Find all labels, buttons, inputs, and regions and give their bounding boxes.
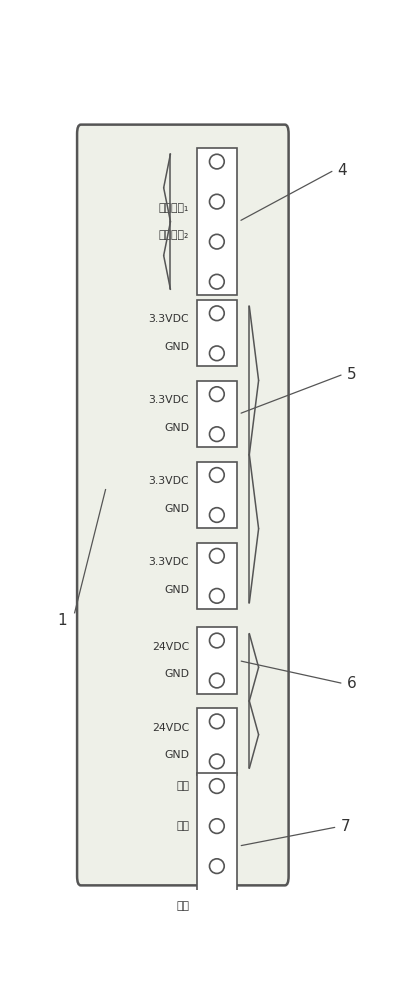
Text: 1: 1 [57, 613, 67, 628]
Ellipse shape [209, 234, 224, 249]
Text: 3.3VDC: 3.3VDC [148, 476, 189, 486]
Ellipse shape [209, 346, 224, 361]
Ellipse shape [209, 427, 224, 441]
Ellipse shape [209, 508, 224, 522]
Text: 零线: 零线 [176, 901, 189, 911]
Ellipse shape [209, 589, 224, 603]
Ellipse shape [209, 387, 224, 401]
Ellipse shape [209, 194, 224, 209]
Ellipse shape [209, 468, 224, 482]
Ellipse shape [209, 714, 224, 729]
Text: 3.3VDC: 3.3VDC [148, 314, 189, 324]
Text: GND: GND [164, 504, 189, 514]
Text: GND: GND [164, 669, 189, 679]
Text: 7: 7 [340, 819, 350, 834]
Text: 电源检测₂: 电源检测₂ [159, 231, 189, 240]
Ellipse shape [209, 899, 224, 913]
Ellipse shape [209, 633, 224, 648]
Text: 3.3VDC: 3.3VDC [148, 395, 189, 405]
Bar [197, 300, 237, 366]
Ellipse shape [209, 549, 224, 563]
Ellipse shape [209, 859, 224, 873]
Bar [197, 773, 237, 919]
Ellipse shape [209, 274, 224, 289]
Ellipse shape [209, 754, 224, 769]
Bar [197, 381, 237, 447]
Bar [197, 148, 237, 295]
Ellipse shape [209, 306, 224, 321]
Ellipse shape [209, 819, 224, 833]
Text: GND: GND [164, 585, 189, 595]
FancyBboxPatch shape [77, 125, 288, 885]
Text: 4: 4 [337, 163, 347, 178]
Text: 6: 6 [346, 676, 356, 691]
Bar [197, 708, 237, 775]
Text: 火线: 火线 [176, 781, 189, 791]
Bar [197, 543, 237, 609]
Text: 3.3VDC: 3.3VDC [148, 557, 189, 567]
Text: GND: GND [164, 423, 189, 433]
Text: 火线: 火线 [176, 821, 189, 831]
Ellipse shape [209, 673, 224, 688]
Text: 5: 5 [347, 367, 356, 382]
Ellipse shape [209, 779, 224, 793]
Bar [197, 627, 237, 694]
Text: GND: GND [164, 750, 189, 760]
Text: 24VDC: 24VDC [152, 642, 189, 652]
Text: 电源检测₁: 电源检测₁ [159, 203, 189, 213]
Text: GND: GND [164, 342, 189, 352]
Text: 24VDC: 24VDC [152, 723, 189, 733]
Bar [197, 462, 237, 528]
Ellipse shape [209, 154, 224, 169]
